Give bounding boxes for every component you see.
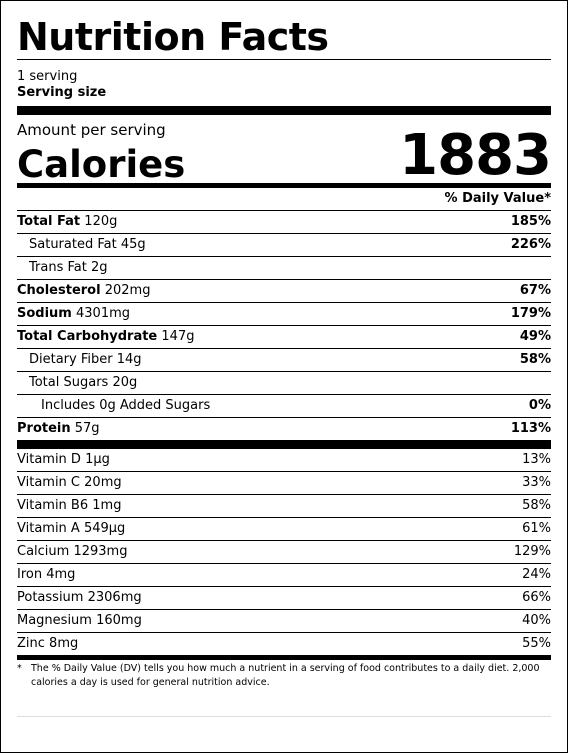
nutrient-amount: 2g xyxy=(90,260,108,275)
nutrient-name: Total Fat xyxy=(17,214,81,229)
footnote-asterisk: * xyxy=(17,663,22,674)
nutrient-name: Dietary Fiber xyxy=(29,352,113,367)
vitamin-row: Potassium 2306mg 66% xyxy=(17,587,551,610)
nutrient-row: Protein 57g 113% xyxy=(17,418,551,440)
vitamin-dv: 55% xyxy=(522,636,551,651)
nutrient-row: Saturated Fat 45g 226% xyxy=(17,234,551,257)
vitamin-row: Vitamin C 20mg 33% xyxy=(17,472,551,495)
vitamin-dv: 61% xyxy=(522,521,551,536)
amount-per-serving: Amount per serving xyxy=(17,121,166,139)
vitamin-dv: 24% xyxy=(522,567,551,582)
nutrient-amount: 14g xyxy=(116,352,142,367)
vitamin-dv: 40% xyxy=(522,613,551,628)
daily-value-header: % Daily Value* xyxy=(17,188,551,211)
vitamin-dv: 33% xyxy=(522,475,551,490)
vitamin-amount: 1mg xyxy=(92,498,122,513)
bottom-divider xyxy=(17,716,551,717)
vitamin-row: Vitamin B6 1mg 58% xyxy=(17,495,551,518)
nutrient-dv: 185% xyxy=(510,214,551,229)
vitamin-amount: 160mg xyxy=(96,613,142,628)
vitamin-name: Vitamin C xyxy=(17,475,81,490)
nutrient-row: Total Sugars 20g xyxy=(17,372,551,395)
vitamin-dv: 58% xyxy=(522,498,551,513)
nutrient-amount: 57g xyxy=(74,421,100,436)
nutrient-name: Saturated Fat xyxy=(29,237,117,252)
nutrient-name: Sodium xyxy=(17,306,72,321)
vitamin-amount: 2306mg xyxy=(87,590,142,605)
nutrient-row: Dietary Fiber 14g 58% xyxy=(17,349,551,372)
vitamin-row: Iron 4mg 24% xyxy=(17,564,551,587)
nutrient-row: Total Fat 120g 185% xyxy=(17,211,551,234)
nutrient-row: Includes 0g Added Sugars 0% xyxy=(17,395,551,418)
vitamin-amount: 8mg xyxy=(49,636,79,651)
vitamin-dv: 13% xyxy=(522,452,551,467)
vitamin-row: Calcium 1293mg 129% xyxy=(17,541,551,564)
vitamin-name: Vitamin A xyxy=(17,521,80,536)
vitamin-amount: 1293mg xyxy=(73,544,128,559)
nutrient-row: Total Carbohydrate 147g 49% xyxy=(17,326,551,349)
label-title: Nutrition Facts xyxy=(17,15,329,59)
nutrient-dv: 49% xyxy=(519,329,551,344)
vitamin-name: Vitamin D xyxy=(17,452,81,467)
divider-medium xyxy=(17,183,551,188)
serving-size-label: Serving size xyxy=(17,85,107,100)
nutrient-dv: 226% xyxy=(510,237,551,252)
vitamin-amount: 20mg xyxy=(84,475,122,490)
nutrient-name: Includes 0g Added Sugars xyxy=(41,398,211,413)
nutrient-dv: 179% xyxy=(510,306,551,321)
nutrient-name: Cholesterol xyxy=(17,283,101,298)
vitamin-name: Iron xyxy=(17,567,43,582)
vitamin-row: Vitamin D 1µg 13% xyxy=(17,449,551,472)
nutrient-row: Cholesterol 202mg 67% xyxy=(17,280,551,303)
vitamin-dv: 66% xyxy=(522,590,551,605)
nutrient-amount: 120g xyxy=(84,214,118,229)
nutrient-amount: 147g xyxy=(161,329,195,344)
vitamin-amount: 549µg xyxy=(83,521,126,536)
nutrient-row: Trans Fat 2g xyxy=(17,257,551,280)
vitamin-row: Magnesium 160mg 40% xyxy=(17,610,551,633)
vitamin-amount: 4mg xyxy=(46,567,76,582)
vitamin-row: Vitamin A 549µg 61% xyxy=(17,518,551,541)
vitamin-name: Calcium xyxy=(17,544,70,559)
vitamin-name: Zinc xyxy=(17,636,45,651)
nutrient-row: Sodium 4301mg 179% xyxy=(17,303,551,326)
nutrient-name: Total Carbohydrate xyxy=(17,329,158,344)
vitamin-dv: 129% xyxy=(513,544,551,559)
vitamin-name: Potassium xyxy=(17,590,84,605)
nutrient-name: Total Sugars xyxy=(29,375,109,390)
divider-thick xyxy=(17,106,551,115)
vitamin-name: Magnesium xyxy=(17,613,92,628)
calories-value: 1883 xyxy=(399,123,552,188)
vitamin-amount: 1µg xyxy=(85,452,110,467)
nutrient-amount: 45g xyxy=(120,237,146,252)
nutrient-dv: 67% xyxy=(519,283,551,298)
nutrient-dv: 0% xyxy=(528,398,551,413)
calories-section: Amount per serving Calories 1883 xyxy=(17,115,552,187)
footnote-text: The % Daily Value (DV) tells you how muc… xyxy=(31,663,540,688)
divider-medium xyxy=(17,655,551,660)
nutrient-amount: 202mg xyxy=(104,283,151,298)
divider xyxy=(17,59,551,60)
nutrient-amount: 20g xyxy=(112,375,138,390)
nutrient-name: Protein xyxy=(17,421,71,436)
footnote: * The % Daily Value (DV) tells you how m… xyxy=(17,662,551,690)
nutrient-dv: 58% xyxy=(519,352,551,367)
nutrient-amount: 4301mg xyxy=(76,306,130,321)
vitamin-row: Zinc 8mg 55% xyxy=(17,633,551,655)
divider-thick xyxy=(17,440,551,449)
vitamin-name: Vitamin B6 xyxy=(17,498,89,513)
nutrient-dv: 113% xyxy=(510,421,551,436)
serving-count: 1 serving xyxy=(17,69,78,84)
calories-label: Calories xyxy=(17,143,186,186)
nutrient-name: Trans Fat xyxy=(29,260,87,275)
